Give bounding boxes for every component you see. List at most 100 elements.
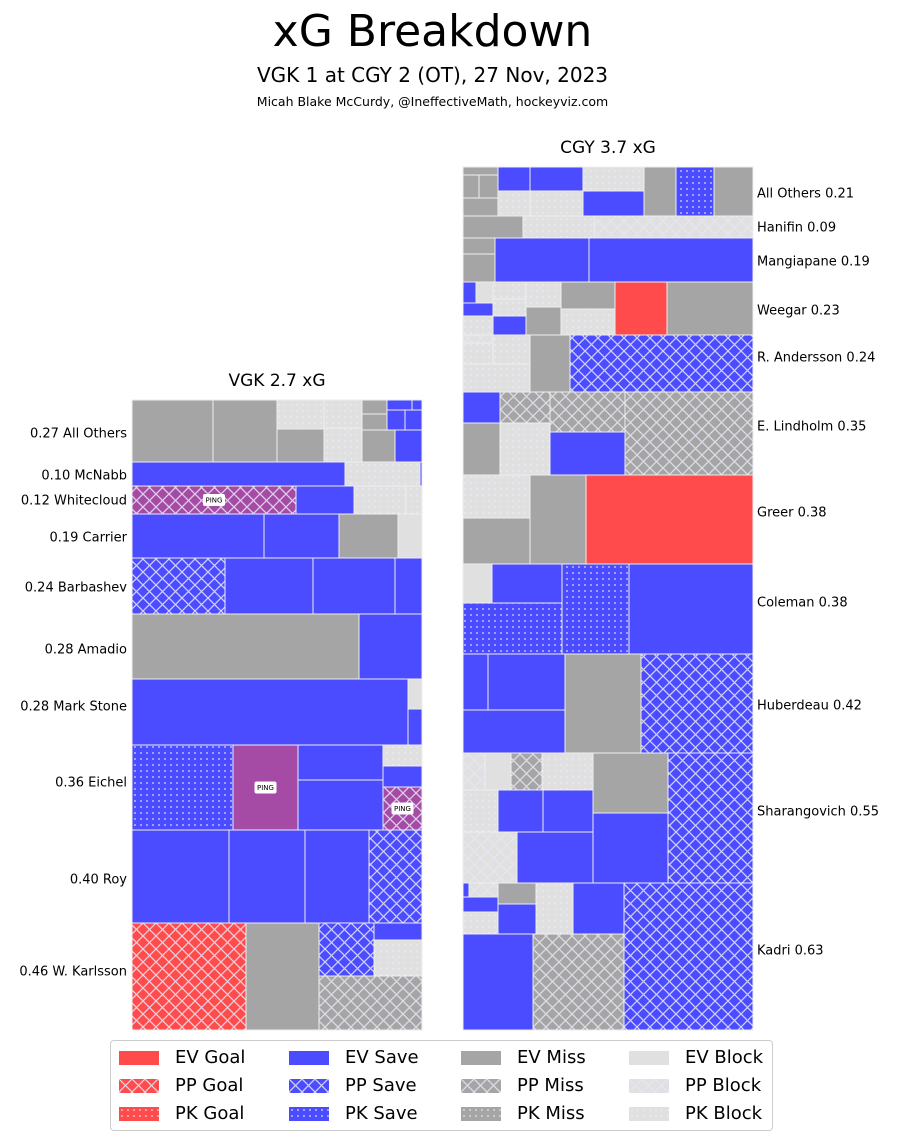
cgy-shot-rect	[494, 237, 590, 283]
vgk-shot-rect	[228, 829, 306, 924]
cgy-shot-rect	[462, 789, 499, 833]
legend-item: EV Block	[629, 1046, 763, 1070]
cgy-shot-rect	[643, 166, 677, 217]
cgy-shot-rect	[497, 789, 544, 833]
cgy-shot-rect	[492, 334, 531, 365]
vgk-shot-rect	[373, 939, 423, 977]
cgy-shot-rect	[532, 933, 625, 1031]
vgk-shot-rect	[411, 399, 423, 411]
legend-swatch	[461, 1079, 501, 1093]
cgy-shot-rect	[462, 334, 494, 344]
vgk-shot-rect	[318, 922, 375, 977]
cgy-shot-rect	[564, 653, 642, 754]
legend-item: PP Save	[289, 1074, 417, 1098]
cgy-shot-rect	[462, 166, 499, 176]
cgy-shot-rect	[497, 882, 537, 905]
cgy-shot-rect	[624, 391, 754, 476]
player-label: All Others 0.21	[757, 187, 854, 202]
legend-label: PK Miss	[517, 1103, 585, 1124]
cgy-shot-rect	[569, 334, 754, 393]
vgk-team-title: VGK 2.7 xG	[228, 371, 326, 391]
cgy-shot-rect	[462, 911, 499, 935]
cgy-shot-rect	[510, 752, 543, 791]
cgy-shot-rect	[497, 190, 531, 217]
vgk-shot-rect	[386, 399, 413, 411]
legend-swatch	[629, 1051, 669, 1065]
cgy-shot-rect	[549, 431, 626, 476]
vgk-shot-rect	[373, 922, 423, 941]
vgk-shot-rect	[338, 513, 399, 559]
cgy-shot-rect	[592, 752, 669, 814]
cgy-shot-rect	[549, 391, 626, 433]
vgk-shot-rect	[344, 461, 421, 487]
legend-item: EV Goal	[119, 1046, 245, 1070]
vgk-shot-rect	[405, 485, 423, 515]
ping-annotation: PING	[206, 497, 223, 505]
vgk-shot-rect	[368, 829, 423, 924]
cgy-shot-rect	[468, 882, 499, 898]
vgk-shot-rect	[276, 399, 325, 430]
legend-swatch	[289, 1079, 329, 1093]
cgy-shot-rect	[525, 306, 562, 336]
legend-label: PK Goal	[175, 1103, 245, 1124]
cgy-shot-rect	[560, 281, 616, 310]
cgy-shot-rect	[462, 422, 501, 476]
cgy-shot-rect	[462, 342, 494, 365]
cgy-shot-rect	[462, 215, 524, 239]
player-label: E. Lindholm 0.35	[757, 420, 866, 435]
vgk-shot-rect	[361, 399, 388, 415]
cgy-shot-rect	[492, 281, 527, 300]
vgk-shot-rect	[394, 557, 423, 615]
player-label: 0.19 Carrier	[49, 531, 127, 546]
legend-label: PP Miss	[517, 1075, 584, 1096]
legend-swatch	[461, 1051, 501, 1065]
legend: EV Goal PP Goal PK Goal EV Save PP Save PK Sa…	[110, 1040, 773, 1131]
legend-item: PP Miss	[461, 1074, 584, 1098]
legend-item: PK Miss	[461, 1102, 585, 1126]
cgy-shot-rect	[572, 882, 625, 935]
cgy-team-title: CGY 3.7 xG	[560, 138, 656, 158]
cgy-shot-rect	[462, 882, 470, 898]
cgy-shot-rect	[462, 197, 499, 217]
legend-item: EV Save	[289, 1046, 419, 1070]
player-label: Coleman 0.38	[757, 596, 848, 611]
legend-swatch	[461, 1107, 501, 1121]
player-label: R. Andersson 0.24	[757, 351, 875, 366]
cgy-shot-rect	[462, 474, 531, 519]
cgy-shot-rect	[462, 315, 494, 336]
chart-credit: Micah Blake McCurdy, @IneffectiveMath, h…	[256, 94, 609, 109]
legend-item: PP Block	[629, 1074, 761, 1098]
ping-annotation: PING	[394, 805, 411, 813]
cgy-shot-rect	[561, 563, 630, 655]
player-label: Kadri 0.63	[757, 944, 824, 959]
cgy-shot-rect	[499, 391, 551, 424]
cgy-shot-rect	[462, 933, 534, 1031]
vgk-shot-rect	[397, 513, 423, 559]
legend-item: EV Miss	[461, 1046, 586, 1070]
legend-label: PP Save	[345, 1075, 417, 1096]
cgy-shot-rect	[462, 831, 518, 884]
cgy-shot-rect	[484, 752, 512, 791]
ping-annotation: PING	[257, 784, 274, 792]
chart-subtitle: VGK 1 at CGY 2 (OT), 27 Nov, 2023	[256, 63, 609, 87]
player-label: 0.12 Whitecloud	[21, 494, 127, 509]
vgk-shot-rect	[361, 429, 396, 463]
legend-label: EV Block	[685, 1047, 764, 1068]
cgy-shot-rect	[492, 315, 527, 336]
vgk-shot-rect	[131, 829, 230, 924]
cgy-shot-rect	[487, 653, 566, 711]
legend-swatch	[629, 1107, 669, 1121]
vgk-shot-rect	[276, 428, 325, 463]
cgy-shot-rect	[522, 215, 595, 239]
cgy-shot-rect	[560, 308, 616, 336]
cgy-shot-rect	[462, 709, 566, 754]
vgk-shot-rect	[212, 399, 278, 463]
ping-annotation-box	[391, 802, 414, 815]
cgy-shot-rect	[593, 215, 754, 239]
cgy-shot-rect	[614, 281, 668, 336]
vgk-shot-rect	[224, 557, 314, 615]
vgk-shot-rect	[297, 779, 384, 831]
player-label: Weegar 0.23	[757, 304, 840, 319]
cgy-shot-rect	[529, 166, 584, 192]
legend-item: PK Goal	[119, 1102, 244, 1126]
